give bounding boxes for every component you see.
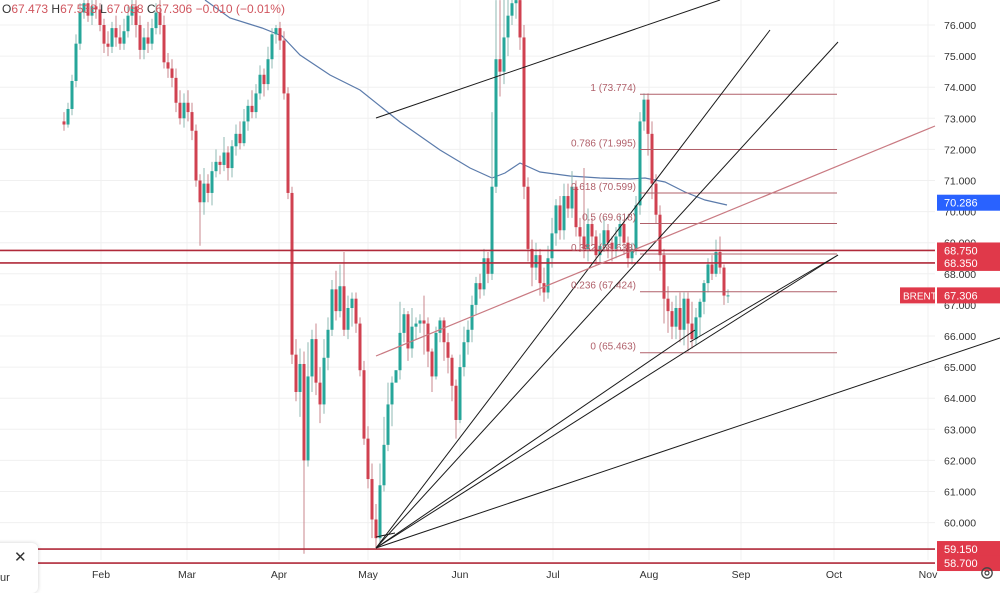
fib-level-label: 0.786 (71.995) bbox=[571, 139, 636, 150]
price-tick: 76.000 bbox=[944, 20, 976, 32]
time-tick: Jun bbox=[452, 569, 469, 581]
time-axis[interactable]: Feb Mar Apr May Jun Jul Aug Sep Oct Nov bbox=[92, 569, 938, 581]
trend-line[interactable] bbox=[375, 0, 721, 119]
chart-grid bbox=[0, 0, 935, 560]
settings-gear-icon[interactable] bbox=[980, 566, 994, 580]
close-icon[interactable]: ✕ bbox=[14, 549, 27, 566]
moving-average-line bbox=[204, 0, 728, 206]
panel-text: ur bbox=[0, 572, 10, 584]
price-tick: 65.000 bbox=[944, 362, 976, 374]
time-tick: Mar bbox=[178, 569, 197, 581]
candlestick-series bbox=[62, 0, 730, 554]
fib-level-label: 0 (65.463) bbox=[590, 342, 636, 353]
price-label bbox=[937, 194, 1000, 211]
change-value: −0.010 (−0.01%) bbox=[195, 2, 285, 16]
trend-line[interactable] bbox=[375, 337, 1000, 549]
trend-line[interactable] bbox=[375, 329, 696, 549]
price-tick: 74.000 bbox=[944, 82, 976, 94]
price-label bbox=[937, 541, 1000, 558]
price-label bbox=[937, 254, 1000, 271]
open-label: O bbox=[2, 2, 12, 16]
price-label-text: 68.350 bbox=[944, 258, 978, 270]
time-tick: Sep bbox=[732, 569, 751, 581]
fib-level-label: 0.5 (69.618) bbox=[582, 212, 636, 223]
time-tick: Oct bbox=[826, 569, 842, 581]
trend-line-pink[interactable] bbox=[375, 125, 936, 357]
price-tick: 71.000 bbox=[944, 176, 976, 188]
open-value: 67.473 bbox=[11, 2, 49, 16]
fib-level-label: 1 (73.774) bbox=[590, 83, 636, 94]
price-label-text: 58.700 bbox=[944, 558, 978, 570]
fib-level-label: 0.382 (68.638) bbox=[571, 243, 636, 254]
trend-line[interactable] bbox=[375, 41, 839, 549]
fib-level-label: 0.236 (67.424) bbox=[571, 281, 636, 292]
time-tick: Nov bbox=[919, 569, 938, 581]
time-tick: May bbox=[358, 569, 379, 581]
time-tick: Aug bbox=[640, 569, 659, 581]
price-tick: 60.000 bbox=[944, 518, 976, 530]
time-tick: Jul bbox=[546, 569, 559, 581]
high-value: 67.538 bbox=[60, 2, 97, 16]
price-tick: 75.000 bbox=[944, 51, 976, 63]
symbol-tag: BRENT bbox=[903, 291, 937, 302]
trend-line[interactable] bbox=[689, 254, 839, 343]
price-tick: 73.000 bbox=[944, 113, 976, 125]
price-tick: 68.000 bbox=[944, 269, 976, 281]
price-label-text: 67.306 bbox=[944, 290, 978, 302]
price-label-text: 68.750 bbox=[944, 245, 978, 257]
price-label bbox=[937, 555, 1000, 572]
drawing-tools[interactable] bbox=[0, 0, 1000, 564]
price-label-text: 59.150 bbox=[944, 544, 978, 556]
price-label bbox=[937, 287, 1000, 304]
low-label: L bbox=[100, 2, 107, 16]
price-axis[interactable]: 76.00075.00074.00073.00072.00071.00070.0… bbox=[944, 20, 976, 530]
price-label bbox=[937, 242, 1000, 259]
high-label: H bbox=[51, 2, 61, 16]
price-tick: 62.000 bbox=[944, 455, 976, 467]
trend-line[interactable] bbox=[375, 29, 771, 549]
price-tick: 63.000 bbox=[944, 424, 976, 436]
close-label: C bbox=[146, 2, 156, 16]
price-tick: 61.000 bbox=[944, 487, 976, 499]
ohlc-legend: O67.473 H67.538 L67.058 C67.306 −0.010 (… bbox=[2, 2, 285, 16]
close-value: 67.306 bbox=[155, 2, 193, 16]
price-tick: 66.000 bbox=[944, 331, 976, 343]
time-tick: Apr bbox=[271, 569, 288, 581]
low-value: 67.058 bbox=[106, 2, 144, 16]
fib-level-label: 0.618 (70.599) bbox=[571, 182, 636, 193]
price-tick: 64.000 bbox=[944, 393, 976, 405]
trend-line[interactable] bbox=[375, 254, 839, 549]
price-tick: 72.000 bbox=[944, 144, 976, 156]
fibonacci-labels: 1 (73.774) 0.786 (71.995) 0.618 (70.599) 0.… bbox=[571, 83, 636, 352]
time-tick: Feb bbox=[92, 569, 110, 581]
price-label-text: 70.286 bbox=[944, 198, 978, 210]
